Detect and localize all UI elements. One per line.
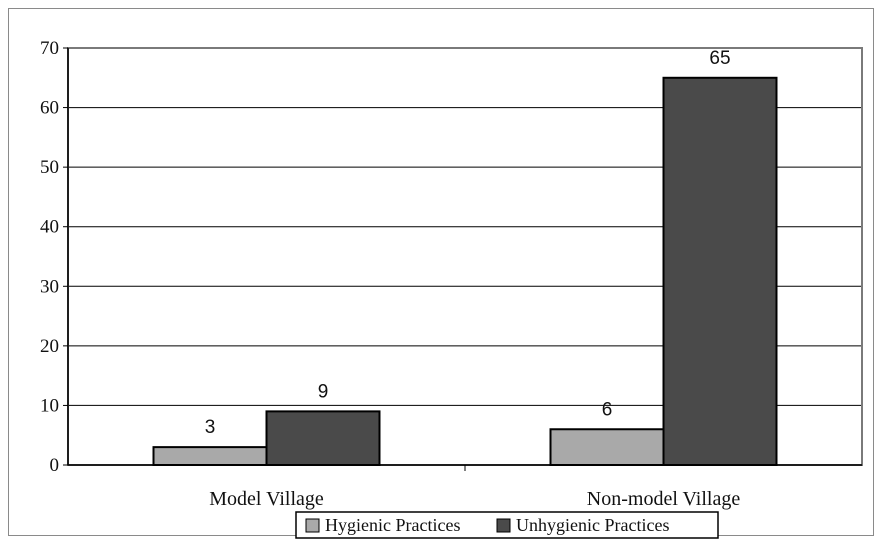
legend-label: Unhygienic Practices [516,515,669,535]
legend-swatch [305,518,320,533]
legend-label: Hygienic Practices [325,515,460,535]
y-tick-label: 0 [50,455,60,476]
bars [152,76,778,467]
y-tick-label: 10 [40,395,59,416]
bar [662,76,778,467]
x-category-label: Model Village [209,488,324,510]
y-tick-label: 40 [40,217,59,238]
bar [549,428,665,466]
data-label: 3 [205,417,216,438]
legend: Hygienic Practices Unhygienic Practices [295,511,719,539]
y-tick-label: 70 [40,38,59,59]
y-tick-label: 20 [40,336,59,357]
x-category-label: Non-model Village [587,488,741,510]
data-label: 9 [318,381,329,402]
y-axis: 0 10 20 30 40 50 60 70 [40,38,69,476]
bar [265,410,381,466]
y-tick-label: 30 [40,276,59,297]
legend-swatch [496,518,511,533]
bar [152,446,268,466]
data-labels: 3 9 6 65 [205,48,731,438]
y-tick-label: 60 [40,98,59,119]
x-axis: Model Village Non-model Village [68,464,862,510]
data-label: 65 [709,48,730,69]
data-label: 6 [602,399,613,420]
y-tick-label: 50 [40,157,59,178]
